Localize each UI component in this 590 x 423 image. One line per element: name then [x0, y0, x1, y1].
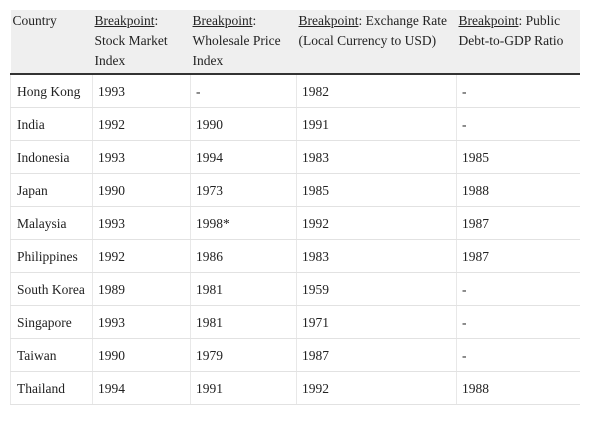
- value-cell: 1979: [190, 338, 297, 372]
- value-cell: 1994: [190, 140, 297, 174]
- table-row: Philippines 1992 1986 1983 1987: [10, 239, 580, 273]
- value-cell: 1991: [296, 107, 457, 141]
- value-cell: -: [456, 305, 580, 339]
- table-row: Indonesia 1993 1994 1983 1985: [10, 140, 580, 174]
- value-cell: 1982: [296, 74, 457, 108]
- country-cell: Indonesia: [10, 140, 93, 174]
- value-cell: 1987: [456, 206, 580, 240]
- value-cell: 1986: [190, 239, 297, 273]
- value-cell: 1994: [92, 371, 191, 405]
- table-row: Malaysia 1993 1998* 1992 1987: [10, 206, 580, 240]
- header-cell: Breakpoint: Stock Market Index: [92, 10, 191, 75]
- table-row: Hong Kong 1993-1982-: [10, 74, 580, 108]
- value-cell: 1981: [190, 305, 297, 339]
- table-row: Japan 1990 1973 1985 1988: [10, 173, 580, 207]
- value-cell: 1985: [296, 173, 457, 207]
- value-cell: 1990: [190, 107, 297, 141]
- country-cell: Thailand: [10, 371, 93, 405]
- header-underlined: Breakpoint: [192, 13, 253, 28]
- table-row: Thailand 1994 1991 1992 1988: [10, 371, 580, 405]
- value-cell: 1993: [92, 140, 191, 174]
- value-cell: 1973: [190, 173, 297, 207]
- value-cell: 1990: [92, 173, 191, 207]
- value-cell: 1988: [456, 173, 580, 207]
- country-cell: Singapore: [10, 305, 93, 339]
- value-cell: 1988: [456, 371, 580, 405]
- value-cell: 1959: [296, 272, 457, 306]
- header-underlined: Breakpoint: [94, 13, 155, 28]
- value-cell: 1991: [190, 371, 297, 405]
- header-cell: Breakpoint: Exchange Rate (Local Currenc…: [296, 10, 457, 75]
- value-cell: 1989: [92, 272, 191, 306]
- table-body: Hong Kong 1993-1982- India 1992 1990 1991- Ind…: [10, 74, 580, 405]
- value-cell: -: [190, 74, 297, 108]
- value-cell: 1993: [92, 305, 191, 339]
- value-cell: 1993: [92, 206, 191, 240]
- header-cell: Country: [10, 10, 93, 75]
- header-cell: Breakpoint: Wholesale Price Index: [190, 10, 297, 75]
- header-underlined: Breakpoint: [458, 13, 519, 28]
- table-row: South Korea 1989 1981 1959-: [10, 272, 580, 306]
- country-cell: Hong Kong: [10, 74, 93, 108]
- value-cell: -: [456, 338, 580, 372]
- country-cell: Philippines: [10, 239, 93, 273]
- value-cell: -: [456, 272, 580, 306]
- value-cell: 1992: [296, 371, 457, 405]
- value-cell: 1992: [92, 107, 191, 141]
- table-header: Country Breakpoint: Stock Market Index Bre…: [10, 10, 580, 75]
- value-cell: 1983: [296, 140, 457, 174]
- header-text: Country: [12, 13, 57, 28]
- value-cell: 1992: [296, 206, 457, 240]
- table-container: Country Breakpoint: Stock Market Index Bre…: [10, 10, 580, 413]
- country-cell: South Korea: [10, 272, 93, 306]
- value-cell: 1981: [190, 272, 297, 306]
- value-cell: 1985: [456, 140, 580, 174]
- value-cell: 1987: [296, 338, 457, 372]
- value-cell: -: [456, 107, 580, 141]
- value-cell: 1987: [456, 239, 580, 273]
- country-cell: Malaysia: [10, 206, 93, 240]
- table-row: Taiwan 1990 1979 1987-: [10, 338, 580, 372]
- value-cell: 1998*: [190, 206, 297, 240]
- table: Country Breakpoint: Stock Market Index Bre…: [10, 10, 580, 405]
- country-cell: Japan: [10, 173, 93, 207]
- value-cell: 1971: [296, 305, 457, 339]
- value-cell: 1993: [92, 74, 191, 108]
- country-cell: India: [10, 107, 93, 141]
- header-text: : Exchange Rate (Local Currency to USD): [298, 13, 447, 48]
- table-row: India 1992 1990 1991-: [10, 107, 580, 141]
- header-text: : Stock Market Index: [94, 13, 168, 68]
- value-cell: 1992: [92, 239, 191, 273]
- header-row: Country Breakpoint: Stock Market Index Bre…: [10, 10, 580, 75]
- table-row: Singapore 1993 1981 1971-: [10, 305, 580, 339]
- value-cell: -: [456, 74, 580, 108]
- header-cell: Breakpoint: Public Debt-to-GDP Ratio: [456, 10, 580, 75]
- country-cell: Taiwan: [10, 338, 93, 372]
- header-underlined: Breakpoint: [298, 13, 359, 28]
- header-text: : Wholesale Price Index: [192, 13, 281, 68]
- header-text: : Public Debt-to-GDP Ratio: [458, 13, 564, 48]
- value-cell: 1990: [92, 338, 191, 372]
- value-cell: 1983: [296, 239, 457, 273]
